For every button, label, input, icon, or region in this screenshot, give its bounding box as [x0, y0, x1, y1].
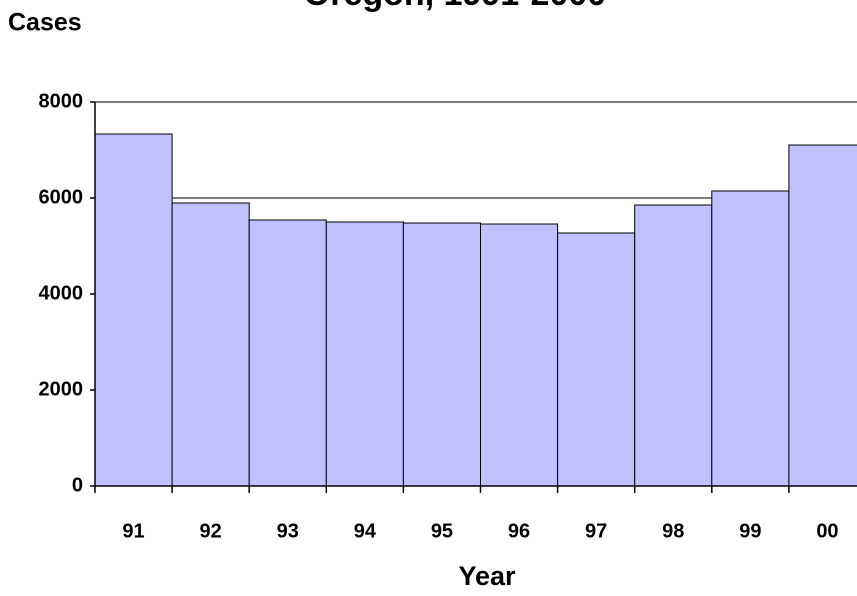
bar: [402, 222, 481, 487]
bar: [711, 190, 790, 487]
x-tick-label: 00: [816, 520, 838, 542]
bar: [94, 133, 173, 487]
y-tick-label: 8000: [39, 90, 84, 112]
y-tick-label: 0: [72, 474, 83, 496]
x-tick-label: 92: [200, 520, 222, 542]
bar: [634, 204, 713, 487]
y-tick-label: 2000: [39, 378, 84, 400]
x-tick-label: 95: [431, 520, 453, 542]
bar: [788, 144, 857, 487]
y-axis-label: Cases: [8, 9, 82, 37]
bar: [480, 223, 559, 487]
bar: [325, 221, 404, 487]
x-tick-label: 93: [277, 520, 299, 542]
x-tick-label: 99: [739, 520, 761, 542]
bar: [557, 232, 636, 487]
x-tick-label: 94: [354, 520, 377, 542]
x-tick-label: 91: [122, 520, 144, 542]
x-tick-label: 98: [662, 520, 684, 542]
chart-title: Oregon, 1991-2000: [304, 0, 606, 13]
bar: [248, 219, 327, 487]
y-tick-label: 6000: [39, 186, 84, 208]
y-tick-label: 4000: [39, 282, 84, 304]
x-tick-label: 97: [585, 520, 607, 542]
x-tick-label: 96: [508, 520, 530, 542]
bar: [171, 202, 250, 487]
x-axis-label: Year: [458, 561, 516, 591]
